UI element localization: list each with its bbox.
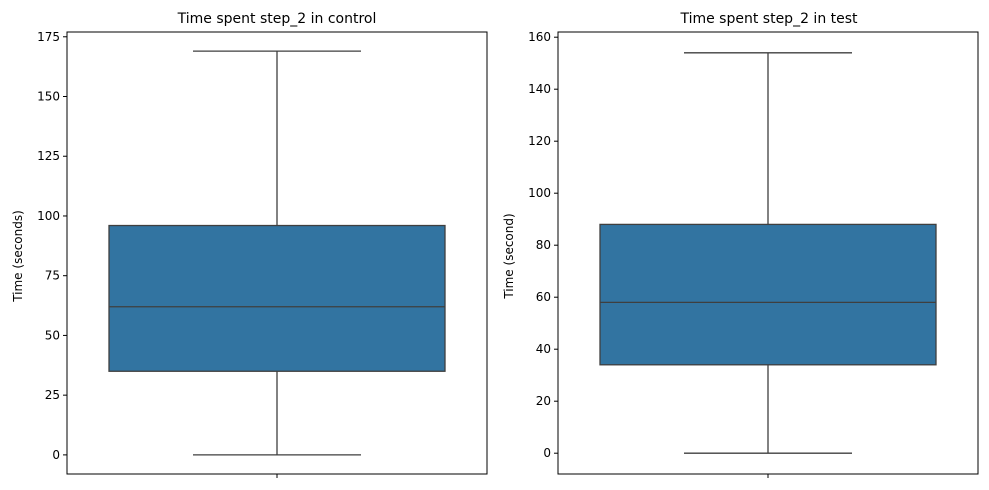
y-tick-label: 25 — [45, 388, 60, 402]
y-tick-label: 60 — [536, 290, 551, 304]
y-tick-label: 100 — [37, 209, 60, 223]
y-tick-label: 20 — [536, 394, 551, 408]
chart-panel-control: Time spent step_2 in control Time (secon… — [11, 11, 488, 478]
y-tick-label: 40 — [536, 342, 551, 356]
y-tick-label: 120 — [528, 134, 551, 148]
y-tick-label: 75 — [45, 269, 60, 283]
y-tick-label: 140 — [528, 82, 551, 96]
y-tick-label: 80 — [536, 238, 551, 252]
y-tick-label: 125 — [37, 149, 60, 163]
y-tick-label: 0 — [52, 448, 60, 462]
box-iqr — [599, 223, 937, 366]
y-tick-label: 50 — [45, 328, 60, 342]
y-tick-label: 0 — [543, 446, 551, 460]
box-iqr — [108, 224, 446, 372]
y-axis-label: Time (seconds) — [11, 210, 25, 303]
chart-panel-test: Time spent step_2 in test Time (second) … — [502, 11, 979, 478]
y-tick-label: 100 — [528, 186, 551, 200]
y-axis-label: Time (second) — [502, 213, 516, 299]
y-tick-label: 160 — [528, 30, 551, 44]
chart-title: Time spent step_2 in control — [177, 11, 377, 27]
chart-title: Time spent step_2 in test — [679, 11, 858, 27]
y-tick-label: 175 — [37, 30, 60, 44]
y-tick-label: 150 — [37, 90, 60, 104]
